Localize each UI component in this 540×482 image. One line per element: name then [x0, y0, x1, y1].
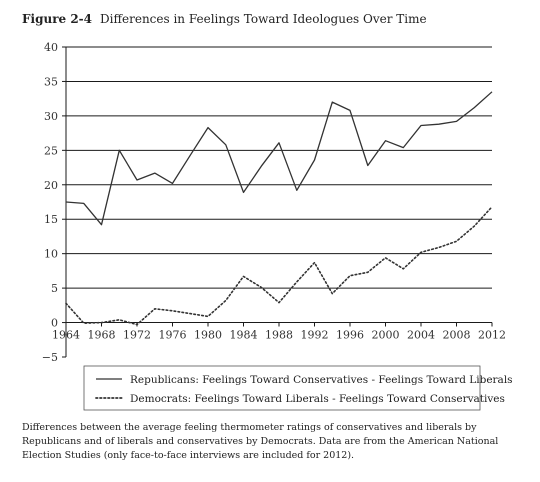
x-tick-label: 1972 [123, 329, 151, 342]
x-tick-label: 2008 [443, 329, 471, 342]
x-tick-label: 2012 [478, 329, 506, 342]
series-line-democrats [65, 206, 493, 326]
x-tick-label: 1992 [301, 329, 329, 342]
figure-title-text: Differences in Feelings Toward Ideologue… [100, 12, 427, 26]
y-tick-label: 5 [51, 282, 58, 295]
y-tick-label: 0 [51, 317, 58, 330]
x-tick-label: 2000 [372, 329, 400, 342]
y-tick-label: 30 [44, 110, 58, 123]
figure-title: Figure 2-4 Differences in Feelings Toward… [22, 12, 427, 26]
legend-label: Republicans: Feelings Toward Conservativ… [130, 374, 513, 386]
y-tick-label: 15 [44, 213, 58, 226]
y-tick-label: 35 [44, 75, 58, 88]
figure-number: Figure 2-4 [22, 12, 93, 26]
series-line-republicans [65, 91, 493, 226]
x-tick-label: 2004 [407, 329, 435, 342]
legend-label: Democrats: Feelings Toward Liberals - Fe… [130, 393, 505, 405]
x-tick-label: 1980 [194, 329, 222, 342]
y-tick-label: 25 [44, 144, 58, 157]
x-tick-label: 1996 [336, 329, 364, 342]
x-tick-label: 1984 [230, 329, 258, 342]
x-tick-label: 1976 [159, 329, 187, 342]
x-tick-label: 1964 [52, 329, 80, 342]
x-tick-label: 1988 [265, 329, 293, 342]
y-tick-label: 20 [44, 179, 58, 192]
figure-caption: Differences between the average feeling … [22, 422, 499, 461]
y-tick-label: −5 [42, 351, 58, 364]
x-tick-label: 1968 [88, 329, 116, 342]
y-tick-label: 40 [44, 41, 58, 54]
legend-box [83, 365, 481, 411]
y-tick-label: 10 [44, 248, 58, 261]
